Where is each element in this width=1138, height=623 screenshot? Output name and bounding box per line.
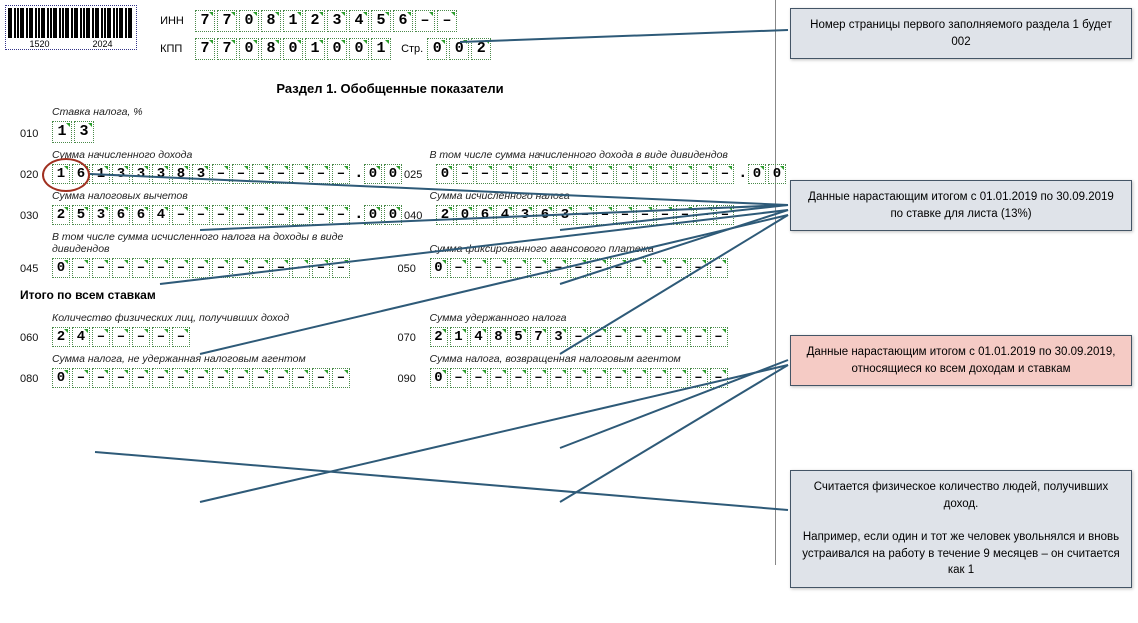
callout-all-rates: Данные нарастающим итогом с 01.01.2019 п…: [790, 335, 1132, 386]
cells-045: 0––––––––––––––: [52, 258, 352, 278]
page-label: Стр.: [401, 43, 423, 55]
page: 1520 2024 ИНН 7708123456–– КПП 770801001 …: [0, 0, 1138, 623]
inn-cells: 7708123456––: [195, 10, 459, 32]
cells-080: 0––––––––––––––: [52, 368, 352, 388]
cells-040: 2064363––––––––: [436, 205, 736, 225]
callout-persons: Считается физическое количество людей, п…: [790, 470, 1132, 588]
inn-label: ИНН: [160, 15, 195, 27]
callout-page: Номер страницы первого заполняемого разд…: [790, 8, 1132, 59]
page-cells: 002: [427, 38, 493, 60]
section-title: Раздел 1. Обобщенные показатели: [5, 81, 775, 96]
code-025: 025: [404, 169, 432, 184]
code-090: 090: [398, 373, 426, 388]
cells-090: 0––––––––––––––: [430, 368, 730, 388]
label-070: Сумма удержанного налога: [430, 312, 776, 324]
label-010: Ставка налога, %: [52, 106, 775, 118]
barcode-n2: 2024: [92, 39, 112, 49]
label-020: Сумма начисленного дохода: [52, 149, 398, 161]
tax-form: 1520 2024 ИНН 7708123456–– КПП 770801001 …: [0, 0, 776, 565]
code-050: 050: [398, 263, 426, 278]
code-060: 060: [20, 332, 48, 347]
cells-010: 13: [52, 121, 96, 143]
form-grid: Ставка налога, % 010 13 Сумма начисленно…: [5, 106, 775, 388]
label-060: Количество физических лиц, получивших до…: [52, 312, 398, 324]
barcode: 1520 2024: [5, 5, 137, 50]
label-025: В том числе сумма начисленного дохода в …: [430, 149, 776, 161]
label-045: В том числе сумма исчисленного налога на…: [52, 231, 398, 255]
kpp-label: КПП: [160, 43, 195, 55]
callout-rate: Данные нарастающим итогом с 01.01.2019 п…: [790, 180, 1132, 231]
barcode-n1: 1520: [29, 39, 49, 49]
label-080: Сумма налога, не удержанная налоговым аг…: [52, 353, 398, 365]
cells-050: 0––––––––––––––: [430, 258, 730, 278]
form-header: ИНН 7708123456–– КПП 770801001 Стр. 002: [160, 10, 493, 66]
cells-070: 2148573––––––––: [430, 327, 730, 347]
label-030: Сумма налоговых вычетов: [52, 190, 398, 202]
label-040: Сумма исчисленного налога: [430, 190, 776, 202]
label-050: Сумма фиксированного авансового платежа: [430, 243, 776, 255]
code-040: 040: [404, 210, 432, 225]
code-030: 030: [20, 210, 48, 225]
totals-header: Итого по всем ставкам: [20, 288, 775, 302]
highlight-circle: [42, 158, 90, 192]
cells-060: 24–––––: [52, 327, 192, 347]
cells-025: 0––––––––––––––.00: [436, 164, 788, 184]
kpp-cells: 770801001: [195, 38, 393, 60]
cells-030: 253664–––––––––.00: [52, 205, 404, 225]
code-010: 010: [20, 128, 48, 143]
cells-020: 16133383–––––––.00: [52, 164, 404, 184]
code-080: 080: [20, 373, 48, 388]
code-070: 070: [398, 332, 426, 347]
label-090: Сумма налога, возвращенная налоговым аге…: [430, 353, 776, 365]
code-045: 045: [20, 263, 48, 278]
